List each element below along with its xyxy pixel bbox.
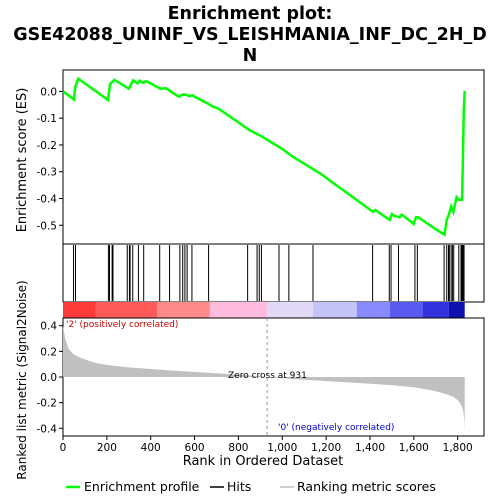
legend-label-hits: Hits bbox=[227, 479, 251, 494]
chart-title-line-1: Enrichment plot: bbox=[168, 4, 333, 24]
legend-label-enrichment: Enrichment profile bbox=[84, 479, 200, 494]
legend: Enrichment profile Hits Ranking metric s… bbox=[66, 479, 436, 494]
color-bar-band bbox=[157, 302, 210, 318]
color-bar-band bbox=[209, 302, 267, 318]
color-bar-band bbox=[356, 302, 390, 318]
es-ytick-label: 0.0 bbox=[40, 86, 57, 98]
metric-ytick-label: 0.4 bbox=[40, 321, 57, 333]
x-tick-label: 1,600 bbox=[399, 442, 429, 454]
color-bar-band bbox=[63, 302, 96, 318]
x-tick-label: 1,400 bbox=[355, 442, 385, 454]
color-bar-band bbox=[422, 302, 449, 318]
color-bar-band bbox=[95, 302, 158, 318]
x-tick-label: 600 bbox=[185, 442, 205, 454]
es-ylabel: Enrichment score (ES) bbox=[15, 88, 30, 233]
es-ytick-label: -0.5 bbox=[37, 220, 58, 232]
x-tick-label: 1,200 bbox=[311, 442, 341, 454]
zero-cross-label: Zero cross at 931 bbox=[228, 371, 307, 381]
hits-panel-frame bbox=[62, 243, 485, 303]
chart-title-line-3: N bbox=[243, 46, 258, 66]
metric-ytick-label: 0.0 bbox=[40, 372, 57, 384]
chart-title-line-2: GSE42088_UNINF_VS_LEISHMANIA_INF_DC_2H_D bbox=[13, 25, 487, 45]
positive-correlation-label: '2' (positively correlated) bbox=[66, 320, 178, 330]
color-bar-band bbox=[312, 302, 357, 318]
enrichment-profile-line bbox=[62, 76, 466, 237]
x-tick-label: 200 bbox=[97, 442, 117, 454]
x-tick-label: 800 bbox=[228, 442, 248, 454]
x-tick-label: 0 bbox=[60, 442, 67, 454]
hits-panel bbox=[62, 243, 485, 303]
metric-panel: -0.4 -0.2 0.0 0.2 0.4 0 200 400 600 800 1,000 1,20… bbox=[37, 317, 485, 454]
es-ytick-label: -0.2 bbox=[37, 140, 58, 152]
negative-correlation-label: '0' (negatively correlated) bbox=[278, 423, 394, 433]
x-axis-label: Rank in Ordered Dataset bbox=[183, 454, 344, 469]
es-ytick-label: -0.1 bbox=[37, 113, 58, 125]
color-bar-band bbox=[389, 302, 423, 318]
color-bar-band bbox=[448, 302, 465, 318]
x-tick-label: 1,800 bbox=[443, 442, 473, 454]
legend-label-ranking: Ranking metric scores bbox=[297, 479, 436, 494]
es-panel: 0.0 -0.1 -0.2 -0.3 -0.4 -0.5 bbox=[37, 69, 485, 245]
es-ytick-label: -0.3 bbox=[37, 167, 58, 179]
metric-ylabel: Ranked list metric (Signal2Noise) bbox=[15, 280, 29, 479]
metric-ytick-label: 0.2 bbox=[40, 346, 57, 358]
metric-ytick-label: -0.2 bbox=[37, 398, 58, 410]
metric-ytick-label: -0.4 bbox=[37, 423, 58, 435]
color-bar-band bbox=[266, 302, 313, 318]
x-tick-label: 1,000 bbox=[267, 442, 297, 454]
ranking-color-bar bbox=[63, 302, 465, 318]
es-panel-frame bbox=[62, 69, 485, 245]
es-ytick-label: -0.4 bbox=[37, 193, 58, 205]
ranking-metric-area bbox=[63, 325, 465, 431]
x-tick-label: 400 bbox=[141, 442, 161, 454]
